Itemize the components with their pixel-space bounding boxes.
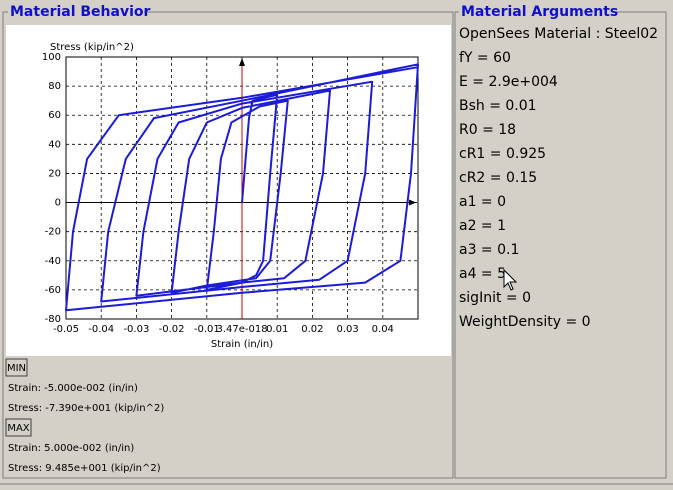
x-tick-label: 0.03 — [336, 324, 358, 335]
y-tick-label: -80 — [45, 314, 61, 325]
y-tick-label: 60 — [48, 110, 61, 121]
x-tick-label: -0.01 — [194, 324, 220, 335]
y-tick-label: -40 — [45, 256, 61, 267]
y-tick-label: 0 — [55, 198, 61, 209]
y-tick-label: -20 — [45, 227, 61, 238]
y-axis-arrow — [239, 58, 245, 66]
x-axis-arrow — [409, 199, 416, 206]
x-axis-label: Strain (in/in) — [211, 339, 273, 350]
x-tick-label: 0.04 — [372, 324, 394, 335]
left-group — [2, 11, 454, 479]
x-tick-label: -0.04 — [88, 324, 114, 335]
argument: R0 = 18 — [459, 122, 516, 138]
argument: a1 = 0 — [459, 194, 506, 210]
panel-title: Material Behavior — [10, 4, 151, 20]
min-button[interactable] — [5, 358, 28, 377]
min-stress: Stress: -7.390e+001 (kip/in^2) — [8, 403, 164, 414]
mouse-cursor — [503, 268, 518, 291]
title-bg — [459, 4, 613, 20]
button-label[interactable]: MIN — [7, 363, 26, 374]
x-tick-label: 0.01 — [266, 324, 288, 335]
y-tick-label: 100 — [42, 52, 61, 63]
y-tick-label: 40 — [48, 139, 61, 150]
argument: E = 2.9e+004 — [459, 74, 558, 90]
hysteresis-line — [65, 63, 419, 312]
max-strain: Strain: 5.000e-002 (in/in) — [8, 443, 134, 454]
min-strain: Strain: -5.000e-002 (in/in) — [8, 383, 138, 394]
y-tick-label: -60 — [45, 285, 61, 296]
y-tick-label: 20 — [48, 168, 61, 179]
max-stress: Stress: 9.485e+001 (kip/in^2) — [8, 463, 161, 474]
argument: Bsh = 0.01 — [459, 98, 537, 114]
argument: cR2 = 0.15 — [459, 170, 537, 186]
argument: a4 = 5 — [459, 266, 506, 282]
x-tick-label: 0.02 — [301, 324, 323, 335]
argument: cR1 = 0.925 — [459, 146, 546, 162]
max-button[interactable] — [5, 418, 32, 437]
argument: OpenSees Material : Steel02 — [459, 26, 658, 42]
x-tick-label: -0.05 — [53, 324, 79, 335]
button-label[interactable]: MAX — [7, 423, 29, 434]
argument: a2 = 1 — [459, 218, 506, 234]
y-tick-label: 80 — [48, 81, 61, 92]
panel-title: Material Arguments — [461, 4, 618, 20]
x-tick-label: -0.03 — [123, 324, 149, 335]
x-tick-label: 3.47e-018 — [216, 324, 267, 335]
argument: sigInit = 0 — [459, 290, 531, 306]
argument: WeightDensity = 0 — [459, 314, 591, 330]
title-bg — [8, 4, 144, 20]
y-axis-label: Stress (kip/in^2) — [50, 42, 134, 53]
argument: fY = 60 — [459, 50, 511, 66]
chart-area — [6, 25, 451, 356]
argument-list: OpenSees Material : Steel02 fY = 60 E = 2.… — [459, 26, 658, 330]
argument: a3 = 0.1 — [459, 242, 519, 258]
x-tick-label: -0.02 — [159, 324, 185, 335]
